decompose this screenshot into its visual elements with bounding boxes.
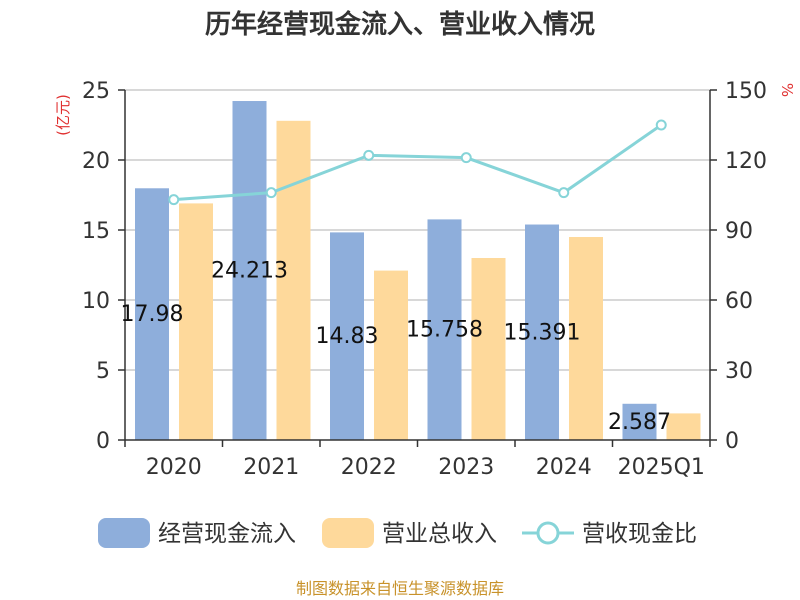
bar-cash-inflow: [622, 403, 657, 440]
x-tick-label: 2021: [243, 455, 299, 480]
ratio-point: [265, 187, 277, 199]
x-tick-label: 2025Q1: [618, 455, 705, 480]
right-tick-label: 60: [725, 289, 753, 314]
bar-revenue: [276, 120, 311, 441]
bar-revenue: [471, 258, 506, 440]
ratio-line: [173, 123, 663, 202]
data-label: 14.83: [316, 324, 379, 349]
data-label: 15.391: [504, 320, 581, 345]
right-axis-unit: %: [778, 83, 796, 97]
bar-revenue: [179, 203, 213, 440]
ratio-point: [460, 152, 472, 164]
left-tick-label: 10: [82, 289, 110, 314]
left-tick-label: 25: [82, 79, 110, 104]
ratio-point: [363, 149, 375, 161]
legend-item[interactable]: 营业总收入: [322, 518, 497, 548]
chart-legend[interactable]: 经营现金流入 营业总收入 营收现金比: [98, 518, 697, 548]
x-tick-label: 2022: [341, 455, 397, 480]
line-series: [168, 119, 667, 206]
left-tick-label: 20: [82, 149, 110, 174]
legend-label: 营收现金比: [582, 521, 697, 547]
legend-label: 营业总收入: [382, 521, 497, 547]
data-label: 24.213: [211, 259, 288, 284]
left-axis-unit: (亿元): [54, 94, 72, 136]
legend-swatch: [322, 518, 374, 548]
bar-cash-inflow: [135, 188, 169, 440]
legend-item[interactable]: 经营现金流入: [98, 518, 296, 548]
legend-marker: [536, 521, 560, 545]
right-tick-label: 90: [725, 219, 753, 244]
left-tick-label: 15: [82, 219, 110, 244]
x-tick-label: 2020: [146, 455, 202, 480]
right-tick-label: 120: [725, 149, 767, 174]
legend-label: 经营现金流入: [158, 521, 296, 547]
bar-series: [135, 101, 701, 441]
axes: 0 5 10 15 20 25 0 30 60 90 120 150 2020 2021 2022 2023 2…: [82, 79, 767, 480]
x-tick-label: 2024: [536, 455, 592, 480]
right-tick-label: 0: [725, 429, 739, 454]
source-note: 制图数据来自恒生聚源数据库: [296, 579, 504, 598]
bar-cash-inflow: [525, 224, 559, 440]
left-tick-label: 5: [96, 359, 110, 384]
x-tick-label: 2023: [438, 455, 494, 480]
bar-revenue: [569, 237, 603, 440]
bar-cash-inflow: [330, 232, 364, 440]
data-labels: 17.98 24.213 14.83 15.758 15.391 2.587: [121, 259, 671, 435]
bar-revenue: [374, 270, 408, 440]
legend-swatch: [98, 518, 150, 548]
ratio-point: [558, 187, 570, 199]
right-tick-label: 150: [725, 79, 767, 104]
left-tick-label: 0: [96, 429, 110, 454]
data-label: 15.758: [406, 318, 483, 343]
bar-revenue: [666, 413, 701, 440]
legend-item[interactable]: 营收现金比: [522, 521, 697, 547]
bar-cash-inflow: [427, 219, 462, 440]
ratio-point: [168, 194, 180, 206]
chart-title: 历年经营现金流入、营业收入情况: [205, 9, 595, 40]
bar-cash-inflow: [232, 101, 267, 440]
right-tick-label: 30: [725, 359, 753, 384]
ratio-point: [655, 119, 667, 131]
data-label: 2.587: [608, 410, 671, 435]
data-label: 17.98: [121, 302, 184, 327]
